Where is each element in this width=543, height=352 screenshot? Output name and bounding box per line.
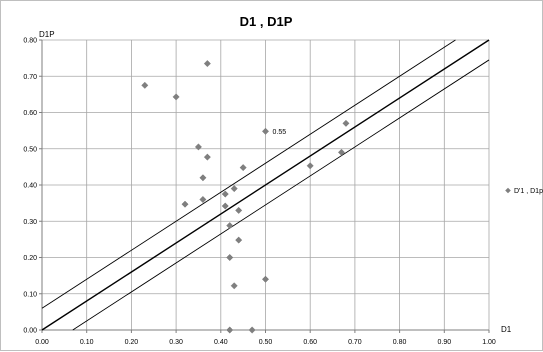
data-point: [221, 202, 229, 210]
x-tick-label: 0.10: [80, 339, 94, 346]
reference-line-upper: [41, 39, 456, 309]
y-tick-label: 0.10: [23, 291, 37, 298]
y-tick-label: 0.80: [23, 38, 37, 45]
data-point: [199, 195, 207, 204]
data-point: [226, 222, 234, 230]
data-point: [235, 236, 243, 244]
data-point: [230, 282, 238, 290]
x-axis-label: D1: [501, 325, 512, 334]
data-point: [239, 164, 247, 172]
data-label: 0.55: [273, 129, 287, 136]
data-point: [221, 190, 229, 198]
x-tick-label: 0.60: [303, 339, 317, 346]
y-tick-label: 0.00: [23, 328, 37, 335]
y-axis-label: D1P: [39, 30, 55, 39]
x-tick-label: 0.90: [437, 339, 451, 346]
legend-label: D'1 , D1p: [514, 188, 543, 195]
data-point: [337, 148, 346, 156]
data-point: [261, 275, 270, 283]
data-point: [199, 174, 207, 182]
y-tick-label: 0.30: [23, 219, 37, 226]
x-tick-label: 1.00: [482, 339, 496, 346]
x-tick-labels: 0.00 0.10 0.20 0.30 0.40 0.50 0.60 0.70 0.80 0.90…: [35, 330, 496, 346]
data-point: [306, 162, 314, 170]
data-point: [342, 119, 350, 127]
x-tick-label: 0.20: [125, 339, 139, 346]
data-point: [203, 153, 211, 161]
y-tick-label: 0.20: [23, 255, 37, 262]
x-tick-label: 0.50: [259, 339, 273, 346]
data-point: [203, 60, 211, 68]
data-points: [141, 60, 350, 334]
y-tick-label: 0.50: [23, 146, 37, 153]
reference-line-lower: [72, 59, 490, 331]
x-tick-label: 0.80: [393, 339, 407, 346]
data-point: [235, 206, 243, 214]
grid: [41, 39, 490, 331]
legend-marker: [505, 187, 511, 194]
x-tick-label: 0.40: [214, 339, 228, 346]
data-point: [261, 127, 270, 135]
data-point: [248, 326, 256, 334]
chart-title: D1 , D1P: [240, 14, 293, 29]
y-tick-label: 0.70: [23, 74, 37, 81]
data-point: [230, 185, 238, 193]
y-tick-labels: 0.00 0.10 0.20 0.30 0.40 0.50 0.60 0.70 0.80: [23, 38, 42, 335]
legend: D'1 , D1p: [505, 187, 543, 195]
reference-line-identity: [41, 39, 490, 331]
data-point: [172, 93, 180, 101]
y-tick-label: 0.40: [23, 183, 37, 190]
data-point: [194, 143, 203, 151]
y-tick-label: 0.60: [23, 110, 37, 117]
x-tick-label: 0.00: [35, 339, 49, 346]
data-point: [226, 253, 234, 262]
annotations: 0.55: [273, 129, 287, 136]
x-tick-label: 0.30: [169, 339, 183, 346]
data-point: [226, 326, 234, 334]
data-point: [141, 81, 149, 89]
reference-lines: [41, 39, 490, 331]
x-tick-label: 0.70: [348, 339, 362, 346]
data-point: [181, 200, 189, 208]
